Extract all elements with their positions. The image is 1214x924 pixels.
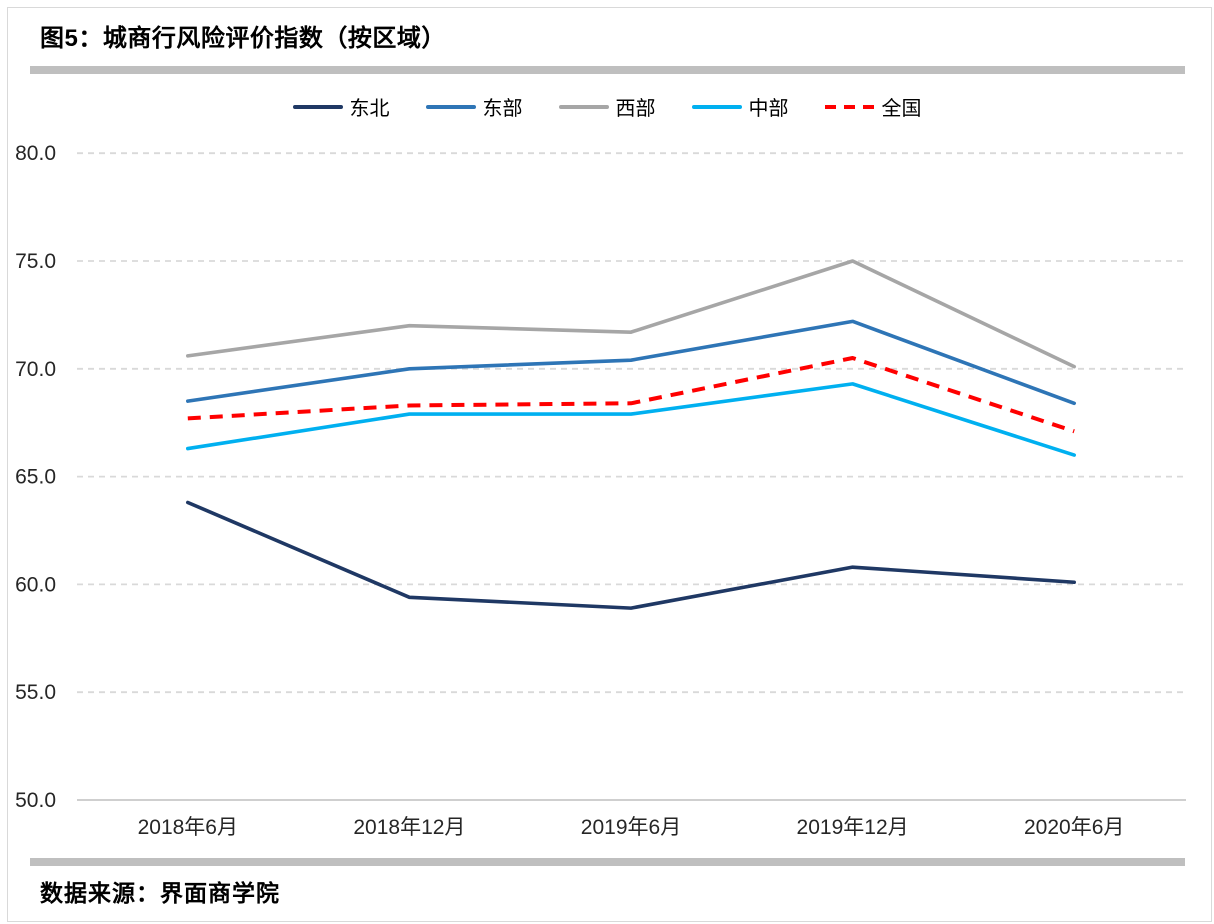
data-source-label: 数据来源：界面商学院 (40, 880, 280, 906)
x-tick-label: 2019年6月 (581, 816, 681, 839)
y-tick-label: 60.0 (15, 573, 56, 596)
x-tick-label: 2018年12月 (353, 816, 465, 839)
legend-label: 东部 (482, 98, 523, 120)
y-tick-label: 75.0 (15, 250, 56, 273)
bottom-divider-bar (30, 858, 1185, 866)
legend-label: 全国 (881, 98, 922, 120)
legend-swatch-national (824, 104, 875, 109)
y-tick-label: 80.0 (15, 142, 56, 165)
series-line-national (187, 356, 1075, 434)
legend-item-national: 全国 (824, 92, 922, 121)
top-divider-bar (30, 66, 1185, 74)
legend-swatch-east (425, 104, 476, 109)
chart-title: 图5：城商行风险评价指数（按区域） (40, 25, 446, 52)
x-tick-label: 2019年12月 (797, 816, 909, 839)
legend: 东北 东部 西部 中部 全国 (0, 92, 1214, 121)
series-line-northeast (186, 500, 1076, 610)
legend-swatch-northeast (292, 104, 343, 109)
legend-item-west: 西部 (558, 92, 656, 121)
legend-label: 西部 (615, 98, 656, 120)
legend-item-central: 中部 (691, 92, 789, 121)
series-line-east (186, 319, 1076, 406)
y-tick-label: 55.0 (15, 681, 56, 704)
y-tick-label: 65.0 (15, 466, 56, 489)
x-tick-label: 2018年6月 (138, 816, 238, 839)
series-line-west (186, 259, 1076, 369)
legend-label: 中部 (748, 98, 789, 120)
legend-swatch-central (691, 104, 742, 109)
legend-label: 东北 (349, 98, 390, 120)
legend-item-northeast: 东北 (292, 92, 390, 121)
series-line-central (186, 382, 1076, 457)
x-tick-label: 2020年6月 (1024, 816, 1124, 839)
y-tick-label: 70.0 (15, 358, 56, 381)
y-tick-label: 50.0 (15, 789, 56, 812)
legend-swatch-west (558, 104, 609, 109)
legend-item-east: 东部 (425, 92, 523, 121)
